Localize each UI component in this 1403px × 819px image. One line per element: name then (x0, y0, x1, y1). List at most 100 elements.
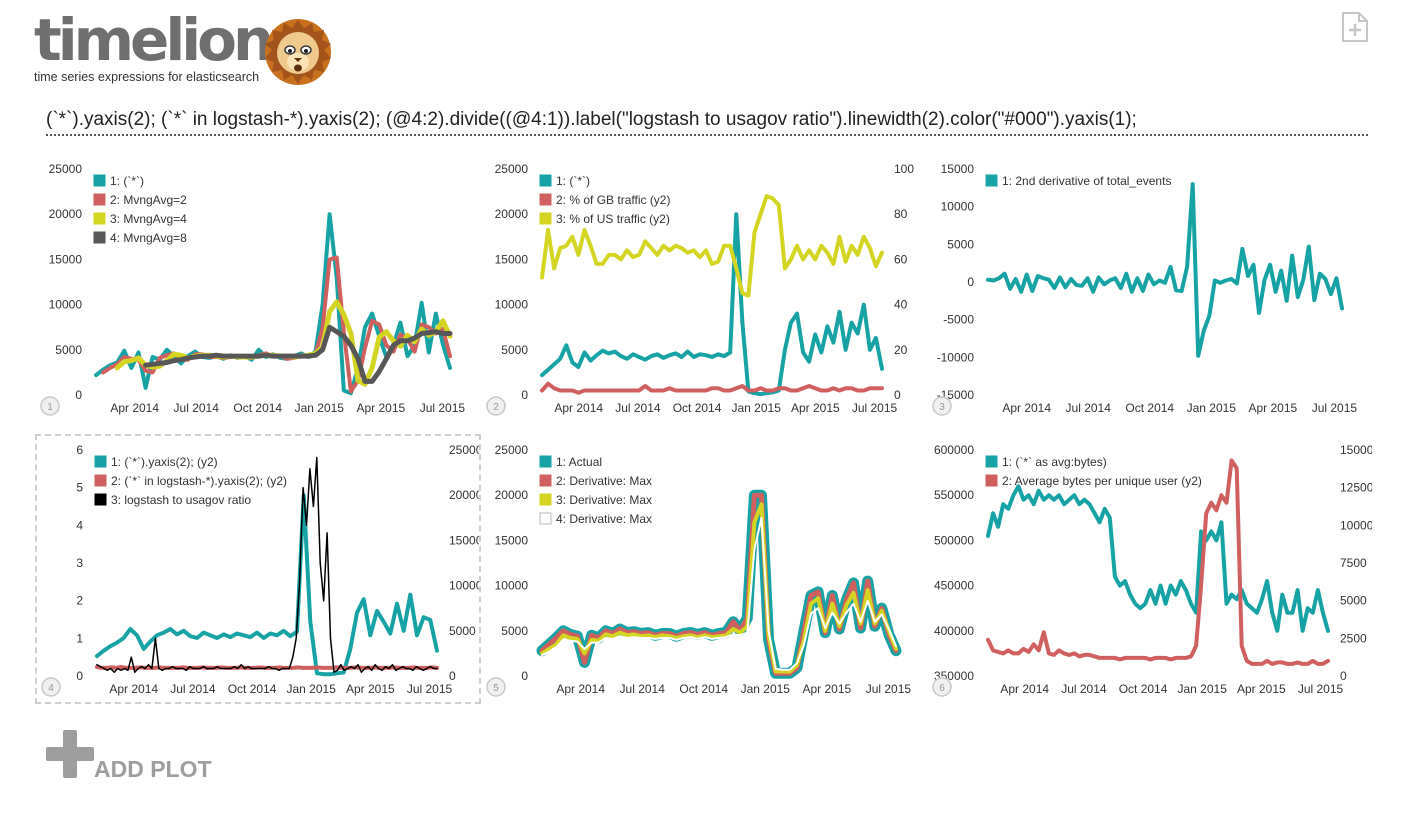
chart-6[interactable]: 600000 550000 500000 450000 400000 350000 1500… (928, 436, 1372, 704)
y-tick-label: 3 (76, 556, 83, 570)
y2-tick-label: 2500 (1340, 631, 1367, 645)
chart-number: 1 (47, 402, 53, 413)
legend-label[interactable]: 3: logstash to usagov ratio (111, 493, 251, 507)
x-tick-label: Apr 2015 (356, 401, 405, 415)
y-tick-label: 20000 (495, 207, 529, 221)
chart-4[interactable]: 6 5 4 3 2 1 0 25000 20000 15000 10000 5000 0 Apr 2014… (35, 434, 481, 704)
timelion-logo: timelion time series expressions for ela… (34, 8, 344, 86)
y2-tick-label: 0 (449, 669, 456, 683)
y-tick-label: 20000 (49, 207, 83, 221)
legend-swatch (94, 455, 107, 468)
chart-1-svg: 25000 20000 15000 10000 5000 0 Apr 2014 Jul 201… (40, 162, 465, 416)
y-tick-label: 25000 (49, 162, 83, 176)
y2-tick-label: 20 (894, 343, 908, 357)
chart-number-badge (41, 677, 61, 697)
legend-swatch (539, 493, 552, 506)
chart-4-svg: 6 5 4 3 2 1 0 25000 20000 15000 10000 5000 0 Apr 2014… (41, 443, 479, 697)
expression-input[interactable] (46, 108, 1368, 132)
y-tick-label: 5000 (947, 237, 974, 251)
series-line-1 (95, 493, 439, 677)
legend-swatch (539, 512, 552, 525)
chart-number-badge (932, 396, 952, 416)
legend-label[interactable]: 3: Derivative: Max (556, 493, 652, 507)
x-tick-label: Apr 2015 (802, 682, 851, 696)
chart-number: 5 (493, 683, 499, 694)
legend-label[interactable]: 2: % of GB traffic (y2) (556, 193, 670, 207)
x-tick-label: Jul 2015 (1312, 401, 1358, 415)
legend-swatch (94, 474, 107, 487)
chart-number-badge (932, 677, 952, 697)
y-tick-label: 500000 (934, 533, 974, 547)
y-tick-label: 20000 (495, 488, 529, 502)
y-tick-label: 2 (76, 594, 83, 608)
chart-number: 2 (493, 402, 499, 413)
legend-label[interactable]: 1: (`*` as avg:bytes) (1002, 455, 1107, 469)
chart-3[interactable]: 15000 10000 5000 0 -5000 -10000 -15000 Apr 2014… (928, 155, 1372, 423)
x-tick-label: Apr 2015 (346, 682, 395, 696)
x-tick-label: Apr 2014 (556, 682, 605, 696)
chart-2[interactable]: 25000 20000 15000 10000 5000 0 100 80 60 40 20 0 Apr… (482, 155, 926, 423)
y-tick-label: 0 (521, 669, 528, 683)
y2-tick-label: 20000 (449, 488, 479, 502)
y-tick-label: 15000 (941, 162, 975, 176)
legend-label[interactable]: 3: MvngAvg=4 (110, 212, 187, 226)
series-line-3 (96, 456, 438, 673)
add-plot-button[interactable]: ADD PLOT (46, 730, 236, 782)
legend-swatch (93, 193, 106, 206)
legend-label[interactable]: 1: Actual (556, 455, 602, 469)
x-tick-label: Oct 2014 (228, 682, 277, 696)
legend-label[interactable]: 4: Derivative: Max (556, 512, 652, 526)
new-document-icon[interactable] (1341, 12, 1369, 42)
series-line-3 (540, 502, 898, 674)
y-tick-label: 0 (967, 275, 974, 289)
legend-label[interactable]: 1: (`*`) (556, 174, 590, 188)
y-tick-label: 10000 (941, 200, 975, 214)
legend-label[interactable]: 1: 2nd derivative of total_events (1002, 174, 1171, 188)
x-tick-label: Jan 2015 (732, 401, 782, 415)
y-tick-label: 0 (75, 388, 82, 402)
x-tick-label: Apr 2015 (1248, 401, 1297, 415)
y-tick-label: 0 (76, 669, 83, 683)
x-tick-label: Apr 2014 (554, 401, 603, 415)
legend-label[interactable]: 2: MvngAvg=2 (110, 193, 187, 207)
y2-tick-label: 0 (894, 388, 901, 402)
y-tick-label: 1 (76, 631, 83, 645)
legend-label[interactable]: 2: Derivative: Max (556, 474, 652, 488)
y2-tick-label: 60 (894, 252, 908, 266)
series-line-3 (540, 194, 884, 298)
legend-swatch (539, 474, 552, 487)
x-tick-label: Jul 2014 (174, 401, 220, 415)
logo-wordmark: timelion (34, 6, 274, 74)
legend-label[interactable]: 4: MvngAvg=8 (110, 231, 187, 245)
chart-5[interactable]: 25000 20000 15000 10000 5000 0 Apr 2014 Jul 201… (482, 436, 926, 704)
series-line-2 (540, 381, 884, 395)
series-line-4 (541, 516, 897, 671)
chart-number: 4 (48, 683, 54, 694)
y-tick-label: 550000 (934, 488, 974, 502)
legend-swatch (93, 212, 106, 225)
series-line-1 (986, 484, 1330, 633)
lion-mascot-icon (265, 19, 331, 85)
legend-label[interactable]: 2: (`*` in logstash-*).yaxis(2); (y2) (111, 474, 287, 488)
chart-5-svg: 25000 20000 15000 10000 5000 0 Apr 2014 Jul 201… (486, 443, 911, 697)
y-tick-label: 10000 (495, 298, 529, 312)
series-line-1 (540, 212, 884, 397)
legend-swatch (539, 455, 552, 468)
x-tick-label: Jan 2015 (741, 682, 791, 696)
legend-label[interactable]: 3: % of US traffic (y2) (556, 212, 670, 226)
y2-tick-label: 10000 (449, 579, 479, 593)
legend-label[interactable]: 1: (`*`).yaxis(2); (y2) (111, 455, 218, 469)
x-tick-label: Jan 2015 (1187, 401, 1237, 415)
y-tick-label: 15000 (49, 252, 83, 266)
legend-label[interactable]: 2: Average bytes per unique user (y2) (1002, 474, 1202, 488)
x-tick-label: Jul 2014 (1061, 682, 1107, 696)
chart-1[interactable]: 25000 20000 15000 10000 5000 0 Apr 2014 Jul 201… (36, 155, 480, 423)
x-tick-label: Jul 2015 (407, 682, 453, 696)
y-tick-label: 600000 (934, 443, 974, 457)
legend-label[interactable]: 1: (`*`) (110, 174, 144, 188)
x-tick-label: Jul 2015 (1298, 682, 1344, 696)
y-tick-label: -5000 (943, 313, 974, 327)
y-tick-label: 400000 (934, 624, 974, 638)
chart-2-svg: 25000 20000 15000 10000 5000 0 100 80 60 40 20 0 Apr… (486, 162, 914, 416)
x-tick-label: Jul 2014 (170, 682, 216, 696)
